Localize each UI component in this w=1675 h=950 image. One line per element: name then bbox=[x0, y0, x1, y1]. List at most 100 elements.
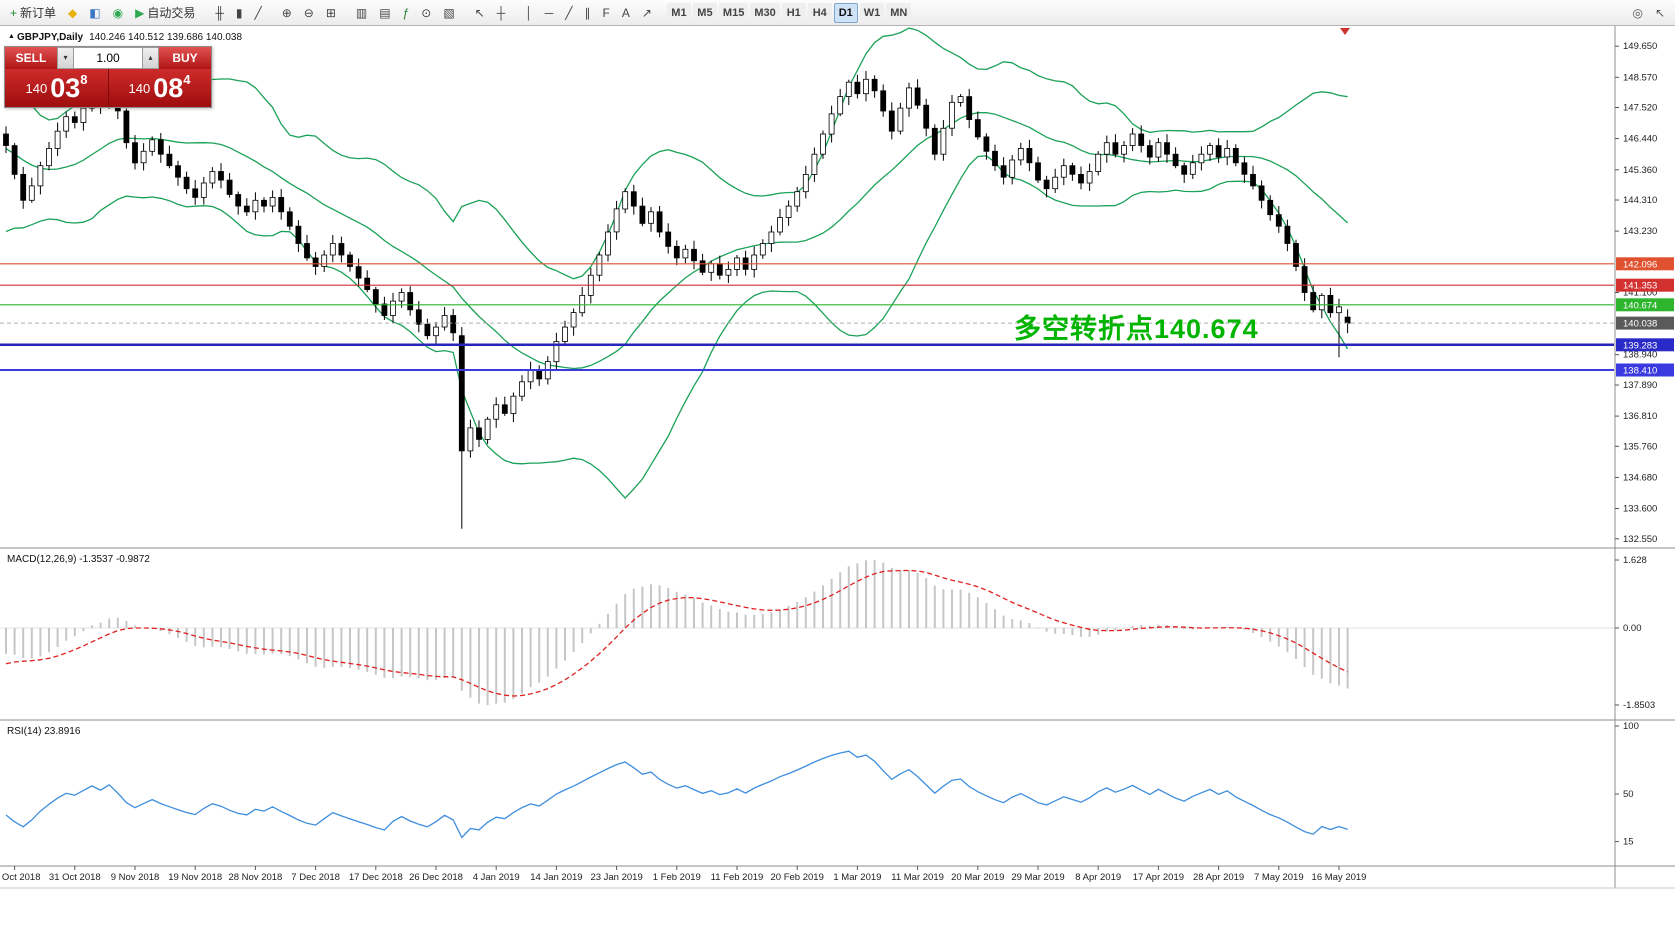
volume-decrease-button[interactable]: ▾ bbox=[57, 47, 74, 69]
svg-text:15: 15 bbox=[1623, 837, 1634, 848]
zoom-out-icon: ⊖ bbox=[303, 5, 314, 20]
bar-chart-button[interactable]: ╫ bbox=[210, 3, 229, 23]
svg-text:7 May 2019: 7 May 2019 bbox=[1254, 872, 1304, 883]
tile-windows-button[interactable]: ⊞ bbox=[321, 3, 341, 23]
svg-text:1 Feb 2019: 1 Feb 2019 bbox=[653, 872, 701, 883]
svg-text:0.00: 0.00 bbox=[1623, 623, 1642, 634]
svg-text:11 Mar 2019: 11 Mar 2019 bbox=[891, 872, 944, 883]
timeframe-h1-button[interactable]: H1 bbox=[781, 2, 806, 23]
svg-text:148.570: 148.570 bbox=[1623, 72, 1657, 83]
timeframe-m15-button[interactable]: M15 bbox=[718, 2, 749, 23]
periods-button[interactable]: ⊙ bbox=[416, 3, 436, 23]
svg-text:8 Apr 2019: 8 Apr 2019 bbox=[1075, 872, 1121, 883]
cursor-button[interactable]: ↖ bbox=[470, 3, 490, 23]
auto-trading-button[interactable]: ▶ 自动交易 bbox=[130, 3, 200, 23]
price-scale[interactable]: 149.650 148.570 147.520 146.440 145.360 144.3… bbox=[1615, 41, 1657, 545]
text-button[interactable]: A bbox=[617, 3, 635, 23]
chart-window: 149.650 148.570 147.520 146.440 145.360 144.3… bbox=[0, 26, 1675, 950]
zoom-in-icon: ⊕ bbox=[281, 5, 292, 20]
channel-button[interactable]: ∥ bbox=[580, 3, 596, 23]
svg-text:28 Nov 2018: 28 Nov 2018 bbox=[228, 872, 282, 883]
cascade-windows-button[interactable]: ▤ bbox=[374, 3, 395, 23]
svg-text:100: 100 bbox=[1623, 721, 1639, 732]
periods-icon: ⊙ bbox=[421, 5, 432, 20]
arrange-windows-button[interactable]: ▥ bbox=[351, 3, 372, 23]
svg-text:133.600: 133.600 bbox=[1623, 504, 1657, 515]
timeframe-h4-button[interactable]: H4 bbox=[807, 2, 832, 23]
svg-text:145.360: 145.360 bbox=[1623, 165, 1657, 176]
zoom-out-button[interactable]: ⊖ bbox=[299, 3, 319, 23]
svg-text:-1.8503: -1.8503 bbox=[1623, 700, 1655, 711]
svg-text:7 Dec 2018: 7 Dec 2018 bbox=[291, 872, 340, 883]
volume-increase-button[interactable]: ▴ bbox=[142, 47, 159, 69]
chart-shift-marker[interactable] bbox=[1340, 28, 1350, 35]
horizontal-lines[interactable] bbox=[0, 263, 1614, 371]
metaeditor-icon: ◆ bbox=[68, 5, 78, 20]
arrows-button[interactable]: ↗ bbox=[637, 3, 657, 23]
timeframe-d1-button[interactable]: D1 bbox=[833, 2, 858, 23]
trendline-button[interactable]: ╱ bbox=[560, 3, 577, 23]
buy-price-sup: 4 bbox=[183, 72, 191, 87]
buy-price[interactable]: 140 08 4 bbox=[108, 69, 211, 107]
templates-button[interactable]: ▧ bbox=[438, 3, 459, 23]
svg-text:144.310: 144.310 bbox=[1623, 195, 1657, 206]
svg-text:9 Nov 2018: 9 Nov 2018 bbox=[111, 872, 160, 883]
macd-panel bbox=[0, 560, 1614, 705]
sell-price-sup: 8 bbox=[80, 72, 88, 87]
macd-scale[interactable]: 1.628 0.00 -1.8503 bbox=[1615, 555, 1655, 711]
metaeditor-button[interactable]: ◆ bbox=[63, 3, 82, 23]
tile-windows-icon: ⊞ bbox=[325, 5, 336, 20]
quick-search-button[interactable]: ◎ bbox=[1627, 3, 1647, 23]
indicators-button[interactable]: ƒ bbox=[398, 3, 415, 23]
time-scale[interactable]: 22 Oct 2018 31 Oct 2018 9 Nov 2018 19 Nov 2… bbox=[0, 866, 1366, 883]
svg-text:23 Jan 2019: 23 Jan 2019 bbox=[590, 872, 642, 883]
svg-text:138.940: 138.940 bbox=[1623, 350, 1657, 361]
svg-text:137.890: 137.890 bbox=[1623, 380, 1657, 391]
sell-button[interactable]: SELL bbox=[5, 47, 57, 69]
chart-canvas[interactable]: 149.650 148.570 147.520 146.440 145.360 144.3… bbox=[0, 26, 1675, 950]
bar-chart-icon: ╫ bbox=[215, 5, 224, 20]
timeframe-mn-button[interactable]: MN bbox=[886, 2, 912, 23]
arrange-windows-icon: ▥ bbox=[355, 5, 368, 20]
volume-input[interactable] bbox=[74, 47, 142, 69]
svg-text:31 Oct 2018: 31 Oct 2018 bbox=[49, 872, 101, 883]
candlestick-chart-button[interactable]: ▮ bbox=[231, 3, 248, 23]
buy-button[interactable]: BUY bbox=[159, 47, 211, 69]
new-order-button-label: 新订单 bbox=[20, 6, 57, 20]
ohlc-values: 140.246 140.512 139.686 140.038 bbox=[89, 32, 243, 43]
timeframe-m30-button[interactable]: M30 bbox=[750, 2, 780, 23]
svg-text:20 Feb 2019: 20 Feb 2019 bbox=[771, 872, 824, 883]
refresh-icon: ◉ bbox=[112, 5, 124, 20]
zoom-in-button[interactable]: ⊕ bbox=[277, 3, 297, 23]
timeframe-w1-button[interactable]: W1 bbox=[859, 2, 885, 23]
fibonacci-button[interactable]: F bbox=[598, 3, 615, 23]
pointer-button[interactable]: ↖ bbox=[1650, 3, 1670, 23]
svg-text:139.283: 139.283 bbox=[1623, 340, 1657, 351]
arrows-icon: ↗ bbox=[641, 5, 652, 20]
sell-price-big: 03 bbox=[50, 72, 81, 103]
cursor-icon: ↖ bbox=[474, 5, 485, 20]
svg-text:29 Mar 2019: 29 Mar 2019 bbox=[1011, 872, 1064, 883]
svg-text:14 Jan 2019: 14 Jan 2019 bbox=[530, 872, 582, 883]
timeframe-m5-button[interactable]: M5 bbox=[692, 2, 717, 23]
timeframe-m1-button[interactable]: M1 bbox=[666, 2, 691, 23]
svg-text:134.680: 134.680 bbox=[1623, 472, 1657, 483]
horizontal-line-button[interactable]: ─ bbox=[540, 3, 559, 23]
trendline-icon: ╱ bbox=[565, 5, 573, 20]
sell-price[interactable]: 140 03 8 bbox=[5, 69, 108, 107]
svg-text:16 May 2019: 16 May 2019 bbox=[1312, 872, 1367, 883]
refresh-button[interactable]: ◉ bbox=[108, 3, 128, 23]
fibonacci-icon: F bbox=[602, 5, 610, 20]
svg-text:19 Nov 2018: 19 Nov 2018 bbox=[168, 872, 222, 883]
vertical-line-button[interactable]: │ bbox=[520, 3, 538, 23]
line-chart-button[interactable]: ╱ bbox=[249, 3, 266, 23]
new-order-button[interactable]: + 新订单 bbox=[5, 3, 61, 23]
chart-annotation: 多空转折点140.674 bbox=[1014, 314, 1259, 344]
svg-text:17 Dec 2018: 17 Dec 2018 bbox=[349, 872, 403, 883]
rsi-scale[interactable]: 100 50 15 bbox=[1615, 721, 1639, 848]
auto-trading-icon: ▶ bbox=[135, 5, 145, 20]
crosshair-button[interactable]: ┼ bbox=[492, 3, 511, 23]
market-watch-button[interactable]: ◧ bbox=[84, 3, 105, 23]
candlestick-chart-icon: ▮ bbox=[235, 5, 243, 20]
svg-text:138.410: 138.410 bbox=[1623, 366, 1657, 377]
